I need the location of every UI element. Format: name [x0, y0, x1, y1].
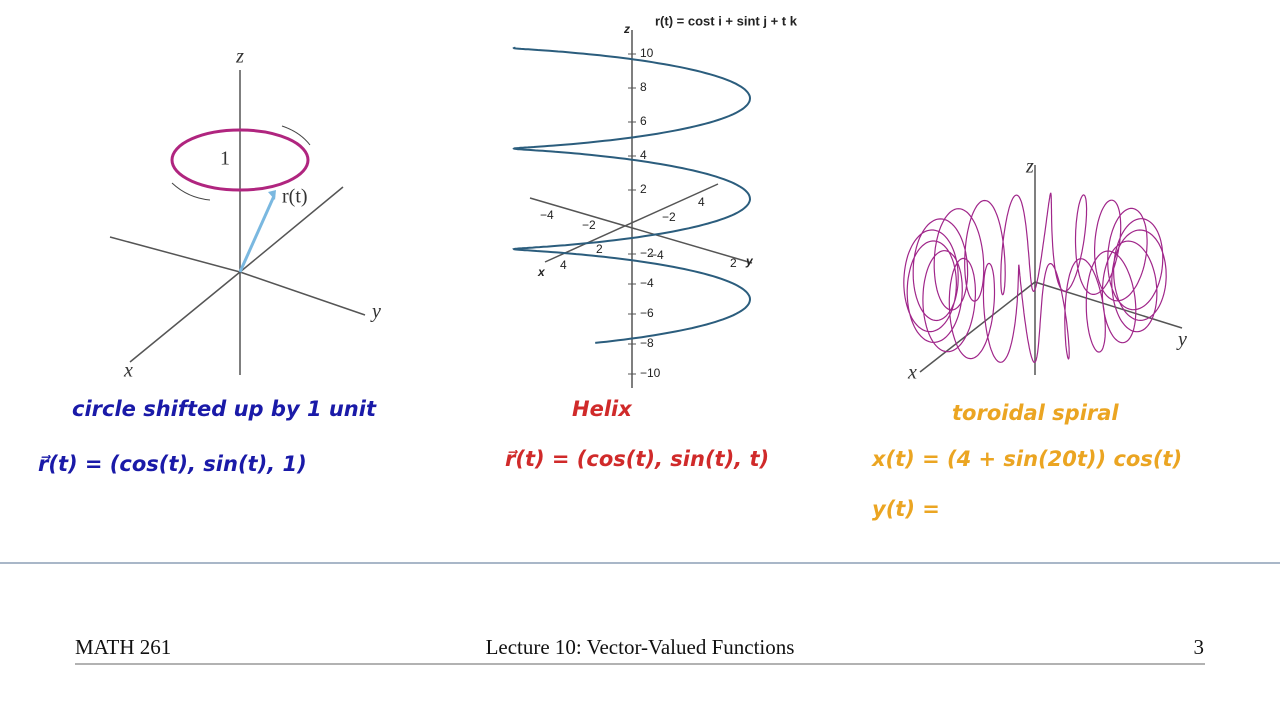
y-tick-label: 4	[698, 195, 705, 209]
helix-figure: r(t) = cost i + sint j + t k z x y 10 8 6 4…	[512, 13, 798, 388]
y-label: y	[1176, 329, 1187, 351]
x-tick-label: −2	[582, 218, 596, 232]
z-tick-label: −2	[640, 246, 654, 260]
toroidal-spiral	[903, 192, 1167, 364]
rotation-arrow	[171, 182, 211, 201]
y-tick-label: −4	[650, 248, 664, 262]
torus-figure: z y x	[903, 156, 1187, 384]
x-label: x	[907, 362, 917, 384]
y-label: y	[370, 301, 381, 323]
x-axis	[544, 183, 719, 263]
circle-formula: r⃗(t) = (cos(t), sin(t), 1)	[38, 452, 307, 476]
z-tick-label: 10	[640, 46, 654, 60]
circle-caption: circle shifted up by 1 unit	[72, 397, 377, 421]
z-tick-label: 8	[640, 80, 647, 94]
z-tick-label: −10	[640, 366, 661, 380]
z-tick-label: −6	[640, 306, 654, 320]
torus-y: y(t) =	[872, 497, 940, 521]
helix-formula: r⃗(t) = (cos(t), sin(t), t)	[505, 447, 769, 471]
z-label: z	[1025, 156, 1034, 178]
rotation-arrow	[281, 125, 311, 146]
height-label: 1	[220, 148, 230, 170]
z-tick-label: −4	[640, 276, 654, 290]
x-label: x	[123, 360, 133, 382]
z-tick-label: 2	[640, 182, 647, 196]
x-axis	[919, 281, 1036, 373]
axis-back	[109, 236, 241, 273]
z-label: z	[235, 46, 244, 68]
torus-caption: toroidal spiral	[952, 401, 1119, 425]
circle	[170, 128, 310, 192]
x-tick-label: 2	[596, 242, 603, 256]
circle-figure: z 1 r(t) y x	[109, 46, 381, 382]
x-label: x	[537, 265, 546, 279]
y-axis	[1034, 281, 1183, 329]
z-tick-label: −8	[640, 336, 654, 350]
arrow-head	[268, 190, 276, 200]
x-axis	[129, 271, 241, 363]
r-vector	[238, 195, 276, 273]
footer-course: MATH 261	[75, 635, 171, 659]
helix-caption: Helix	[572, 397, 633, 421]
x-tick-label: −4	[540, 208, 554, 222]
axis-back	[239, 186, 344, 273]
r-label: r(t)	[282, 186, 308, 208]
y-tick-label: 2	[730, 256, 737, 270]
z-label: z	[623, 22, 630, 36]
helix-curve	[512, 46, 752, 344]
y-axis	[529, 197, 753, 264]
footer-lecture: Lecture 10: Vector-Valued Functions	[486, 635, 795, 659]
z-tick-label: 6	[640, 114, 647, 128]
y-tick-label: −2	[662, 210, 676, 224]
torus-x: x(t) = (4 + sin(20t)) cos(t)	[871, 447, 1182, 471]
y-axis	[239, 271, 366, 316]
x-tick-label: 4	[560, 258, 567, 272]
y-label: y	[745, 254, 754, 268]
z-tick-label: 4	[640, 148, 647, 162]
footer-page: 3	[1194, 635, 1205, 659]
helix-title: r(t) = cost i + sint j + t k	[655, 13, 798, 28]
